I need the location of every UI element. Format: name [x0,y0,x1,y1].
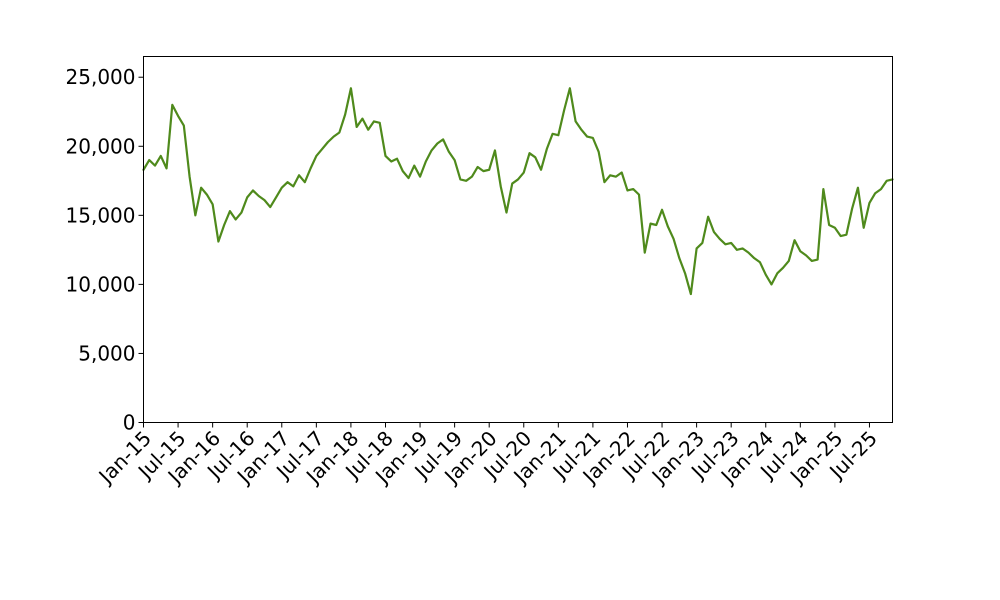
y-tick-label: 15,000 [66,203,136,227]
y-tick-label: 20,000 [66,134,136,158]
plot-area-frame [143,56,893,423]
series-layer [142,87,894,296]
y-tick-label: 10,000 [66,272,136,296]
y-tick-label: 0 [123,411,136,435]
y-axis: 0 5,000 10,000 15,000 20,000 25,000 [66,65,144,435]
series-line [142,87,894,296]
y-tick-label: 25,000 [66,65,136,89]
x-axis: Jan-15Jul-15Jan-16Jul-16Jan-17Jul-17Jan-… [93,422,882,489]
y-tick-label: 5,000 [78,341,135,365]
